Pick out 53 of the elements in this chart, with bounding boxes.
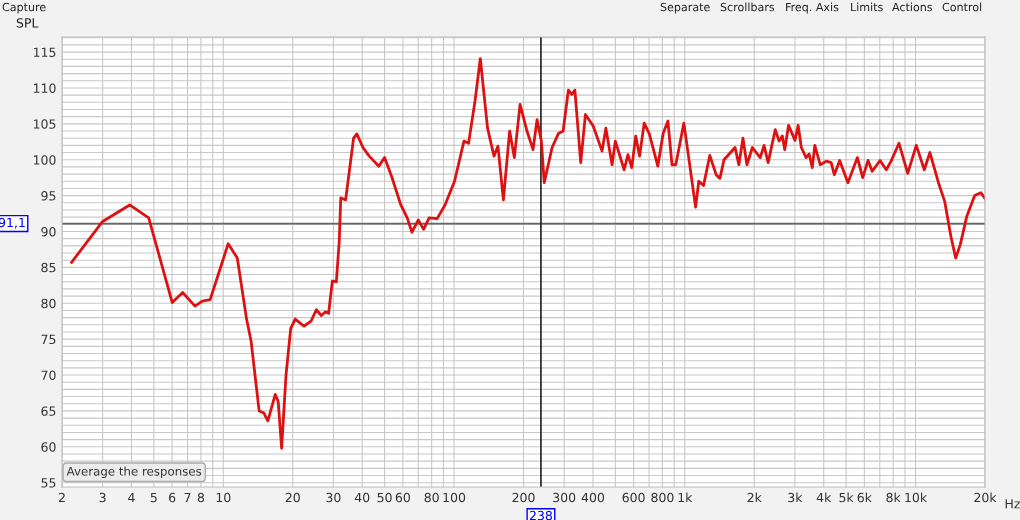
x-tick-label: 80 [424, 492, 439, 503]
x-tick-label: 3k [788, 492, 803, 503]
x-tick-label: 400 [581, 492, 605, 503]
x-tick-label: 2k [747, 492, 762, 503]
x-tick-label: 20 [285, 492, 300, 503]
x-tick-label: 6k [857, 492, 872, 503]
x-tick-label: 10 [216, 492, 231, 503]
y-tick-label: 90 [41, 226, 56, 237]
x-tick-label: 2 [58, 492, 65, 503]
text: Limits [851, 2, 883, 12]
x-tick-label: 7 [184, 492, 191, 503]
y-tick-label: 65 [41, 406, 56, 416]
x-tick-label: 40 [354, 492, 370, 503]
x-axis-title: Hz [1005, 499, 1020, 509]
x-tick-label: 50 [377, 492, 392, 503]
x-tick-label: 6 [168, 492, 176, 503]
x-tick-label: 20k [974, 492, 997, 503]
y-tick-label: 110 [33, 83, 56, 93]
x-tick-label: 800 [651, 492, 674, 503]
x-tick-label: 5k [839, 492, 854, 503]
x-tick-label: 30 [326, 492, 341, 503]
x-tick-label: 300 [553, 492, 576, 503]
x-tick-label: 8k [886, 492, 901, 503]
y-tick-label: 115 [33, 47, 56, 57]
annotation: Average the responses [66, 466, 202, 478]
y-tick-label: 80 [41, 298, 56, 309]
y-tick-label: 105 [33, 119, 56, 129]
ref-line-label: 238 [529, 510, 553, 520]
text: Scrollbars [720, 2, 775, 12]
x-tick-label: 100 [443, 492, 466, 503]
x-tick-label: 600 [622, 492, 645, 503]
x-tick-label: 4k [816, 492, 832, 503]
y-tick-label: 55 [41, 478, 56, 488]
x-tick-label: 3 [99, 492, 106, 503]
text: Actions [892, 2, 933, 12]
y-tick-label: 95 [41, 191, 56, 201]
y-axis-title: SPL [16, 18, 39, 28]
text: Capture [2, 2, 46, 14]
x-tick-label: 1k [678, 492, 693, 503]
y-tick-label: 85 [41, 262, 56, 273]
y-tick-label: 70 [41, 370, 56, 380]
y-tick-label: 75 [41, 334, 56, 345]
x-tick-label: 60 [395, 492, 410, 503]
x-tick-label: 200 [512, 492, 535, 503]
x-tick-label: 4 [128, 492, 135, 503]
text: Separate [660, 2, 710, 14]
x-tick-label: 5 [150, 492, 157, 503]
text: Control [942, 2, 982, 12]
x-tick-label: 8 [197, 492, 205, 503]
y-tick-label: 100 [33, 155, 56, 165]
x-tick-label: 10k [905, 492, 928, 503]
text: Freq. Axis [786, 2, 839, 14]
y-tick-label: 60 [41, 442, 56, 452]
